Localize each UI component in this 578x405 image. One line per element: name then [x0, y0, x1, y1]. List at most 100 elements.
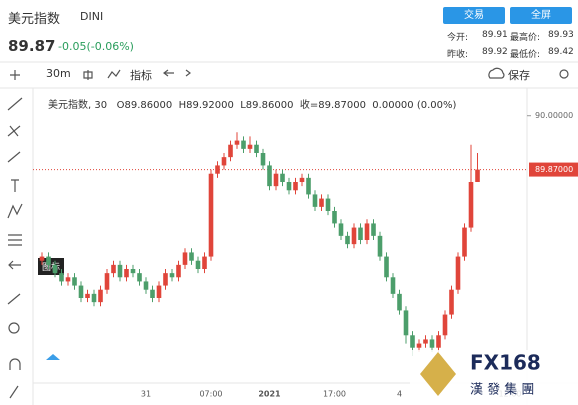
legend-change: 0.00000 (0.00%) — [372, 100, 457, 111]
candle-body — [397, 293, 402, 311]
candle-body — [260, 153, 266, 166]
candle-body — [410, 335, 415, 348]
x-tick-label: 2021 — [258, 390, 281, 399]
x-tick-label: 4 — [397, 390, 402, 399]
tv-logo — [46, 354, 60, 360]
legend-high: H89.92000 — [178, 100, 234, 111]
candle-body — [377, 235, 383, 257]
candle-body — [429, 339, 435, 348]
candle-body — [189, 252, 194, 261]
candle-body — [442, 314, 448, 336]
stat-label: 最高价: — [510, 33, 541, 43]
candle-body — [293, 182, 298, 191]
candle-body — [416, 343, 422, 348]
candle-body — [156, 285, 162, 298]
candle-body — [208, 173, 214, 257]
candle-body — [364, 223, 370, 240]
candle-body — [423, 339, 428, 344]
candle-body — [299, 177, 305, 182]
candle-body — [358, 227, 363, 240]
legend-low: L89.86000 — [240, 100, 294, 111]
stat-label: 昨收: — [447, 50, 469, 60]
candle-body — [91, 293, 97, 303]
candle-body — [247, 144, 253, 149]
legend-open: O89.86000 — [116, 100, 173, 111]
change: -0.05(-0.06%) — [58, 40, 134, 53]
candle-body — [403, 310, 409, 336]
candle-body — [449, 289, 454, 315]
candle-body — [98, 289, 103, 303]
watermark-bg — [410, 350, 578, 405]
candle-body — [65, 277, 71, 282]
tooltip: 图标 — [38, 258, 65, 275]
candle-body — [228, 144, 233, 158]
candle-body — [130, 269, 136, 274]
candle-body — [143, 281, 149, 290]
candle-body — [468, 182, 474, 228]
candle-body — [104, 273, 110, 290]
candle-body — [312, 194, 318, 207]
candle-body — [273, 173, 279, 187]
candle-body — [455, 256, 461, 290]
candle-body — [436, 335, 441, 348]
candle-body — [72, 277, 77, 286]
candle-body — [137, 273, 142, 282]
candle-body — [332, 211, 337, 224]
logo — [420, 352, 456, 396]
symbol: DINI — [80, 10, 104, 23]
brand: FX168 — [470, 351, 541, 375]
group: 漢 發 集 團 — [470, 382, 534, 398]
candle-body — [325, 198, 331, 211]
save-button[interactable]: 保存 — [508, 69, 530, 82]
candle-body — [462, 227, 467, 257]
indicators-button[interactable]: 指标 — [130, 69, 152, 82]
candle-body — [267, 165, 272, 187]
candle-body — [241, 140, 246, 149]
candle-body — [78, 285, 84, 298]
x-tick-label: 12:00 — [498, 390, 521, 399]
candle-body — [338, 223, 344, 236]
candle-body — [117, 264, 123, 278]
candle-body — [221, 157, 227, 166]
x-tick-label: 07:00 — [199, 390, 222, 399]
candle-body — [390, 277, 396, 294]
candle-body — [234, 140, 240, 145]
tool-icons — [7, 67, 569, 399]
candle-body — [85, 293, 90, 298]
candle-body — [182, 252, 188, 265]
candle-body — [345, 235, 350, 245]
candle-body — [306, 177, 311, 195]
candle-body — [286, 182, 292, 191]
candle-body — [475, 169, 480, 182]
x-tick-label: 31 — [141, 390, 151, 399]
candle-body — [163, 273, 168, 286]
candle-body — [384, 256, 389, 278]
candle-body — [176, 264, 181, 278]
candle-body — [169, 273, 175, 278]
candle-body — [351, 227, 357, 245]
price: 89.87 — [8, 37, 56, 55]
stat-value: 89.92 — [482, 47, 508, 57]
legend-name: 美元指数 — [48, 100, 88, 111]
candle-body — [254, 144, 259, 153]
fullscreen-button[interactable]: 全屏 — [510, 7, 572, 24]
candle-body — [202, 256, 207, 269]
candle-body — [280, 173, 285, 182]
legend-interval: 30 — [94, 100, 108, 111]
stat-label: 最低价: — [510, 50, 541, 60]
stat-value: 89.93 — [548, 30, 574, 40]
watermark: FX168 漢 發 集 團 — [410, 350, 578, 405]
candle-body — [150, 289, 155, 298]
x-tick-label: 17:00 — [323, 390, 346, 399]
stat-label: 今开: — [447, 33, 469, 43]
candle-body — [195, 260, 201, 269]
candle-body — [319, 198, 324, 207]
interval-button[interactable]: 30m — [46, 67, 71, 80]
last-price-label: 89.87000 — [535, 165, 573, 174]
candle-body — [124, 269, 129, 278]
candle-body — [111, 264, 116, 274]
y-tick-label: 90.00000 — [535, 111, 573, 120]
title: 美元指数 — [8, 12, 61, 27]
trade-button[interactable]: 交易 — [443, 7, 505, 24]
